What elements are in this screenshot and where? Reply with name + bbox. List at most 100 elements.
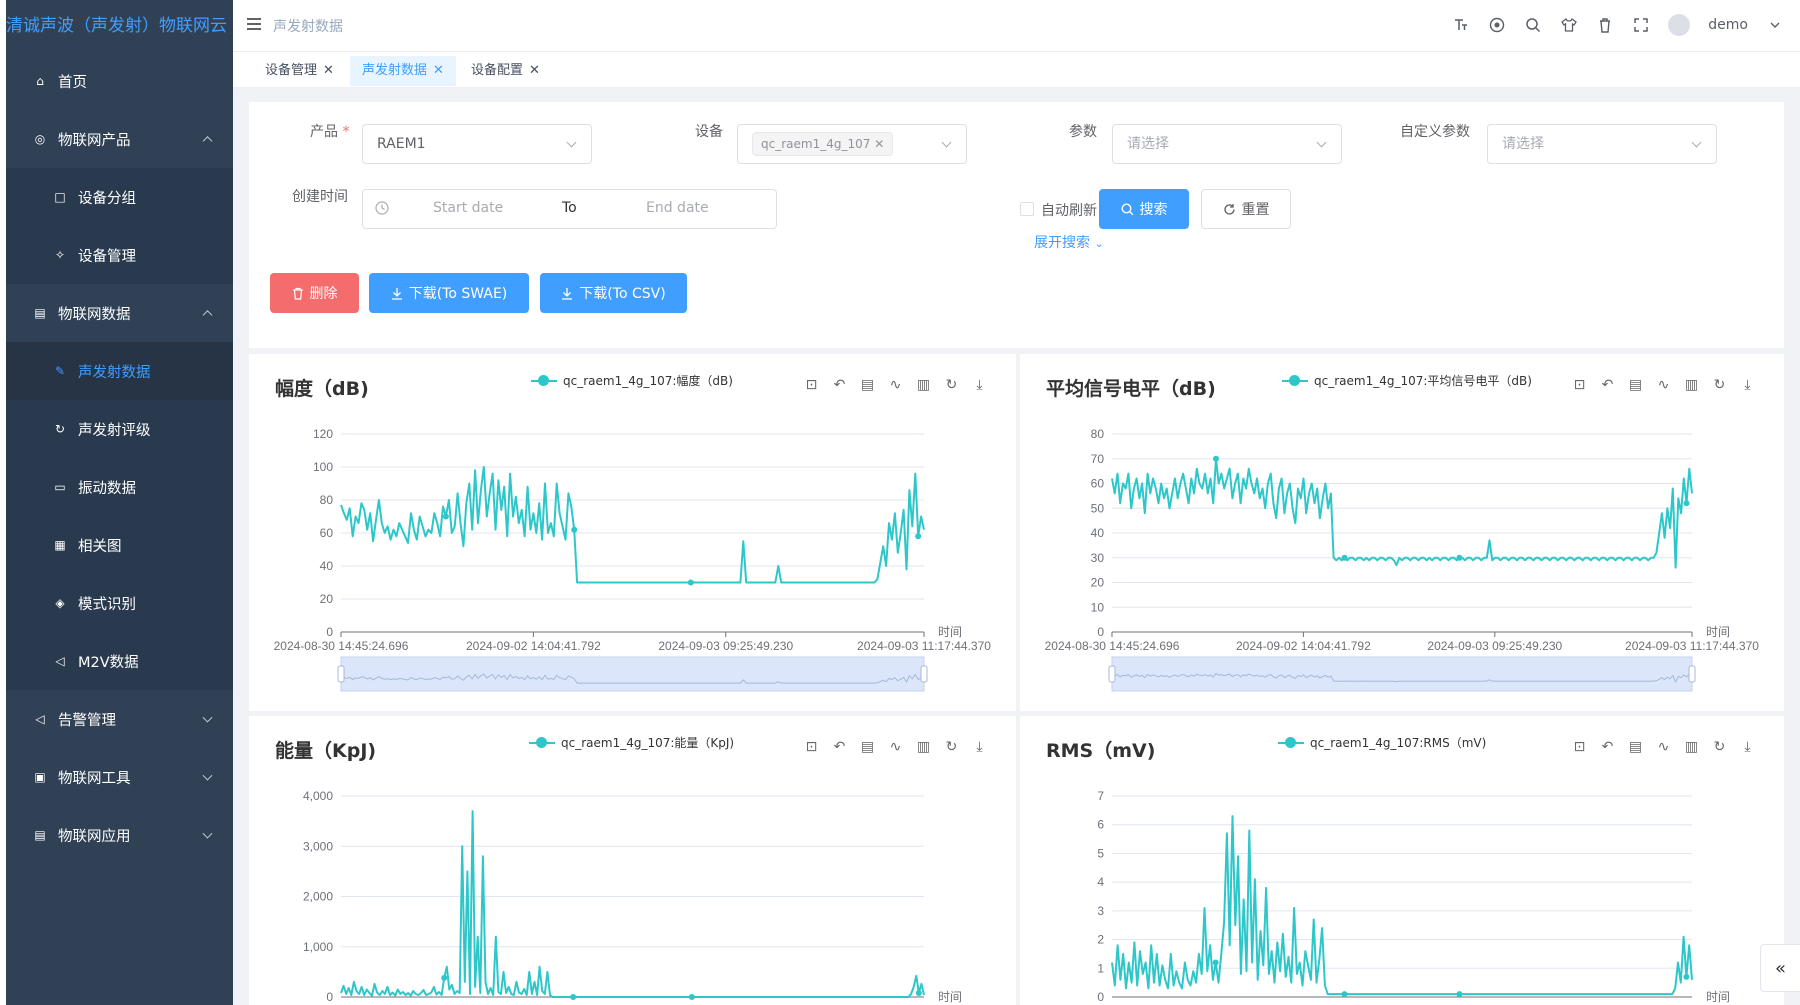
bar-chart-icon[interactable]: ▥ xyxy=(916,376,931,393)
username[interactable]: demo xyxy=(1708,17,1748,33)
line-chart-icon[interactable]: ∿ xyxy=(1657,376,1670,393)
datazoom-handle[interactable] xyxy=(920,665,928,683)
trash-icon xyxy=(292,287,303,300)
tab-device-management[interactable]: 设备管理 ✕ xyxy=(265,63,334,78)
sidebar-item-label: 首页 xyxy=(58,74,87,91)
start-date-input[interactable]: Start date xyxy=(433,200,504,216)
datazoom-slider[interactable] xyxy=(340,656,925,692)
bar-chart-icon[interactable]: ▥ xyxy=(1684,738,1699,755)
header: 声发射数据 demo xyxy=(233,0,1800,52)
sound-icon: ◁ xyxy=(55,654,65,668)
chevron-down-icon[interactable] xyxy=(1766,16,1784,34)
download-swae-button[interactable]: 下载(To SWAE) xyxy=(369,273,529,313)
device-select[interactable]: qc_raem1_4g_107 ✕ xyxy=(737,124,967,164)
sidebar-item-3[interactable]: ✧ 设备管理 xyxy=(6,226,233,284)
zoom-icon[interactable]: ⊡ xyxy=(805,376,818,393)
sidebar-item-1[interactable]: ◎ 物联网产品 xyxy=(6,110,233,168)
bar-chart-icon[interactable]: ▥ xyxy=(916,738,931,755)
sidebar-item-12[interactable]: ▣ 物联网工具 xyxy=(6,748,233,806)
param-select[interactable]: 请选择 xyxy=(1112,124,1342,164)
search-icon[interactable] xyxy=(1524,16,1542,34)
trash-icon[interactable] xyxy=(1596,16,1614,34)
chart-legend[interactable]: qc_raem1_4g_107:能量（KpJ) xyxy=(529,734,734,751)
product-select[interactable]: RAEM1 xyxy=(362,124,592,164)
tab-ae-data[interactable]: 声发射数据 ✕ xyxy=(350,56,456,86)
save-image-icon[interactable]: ⤓ xyxy=(976,738,983,755)
bar-chart-icon[interactable]: ▥ xyxy=(1684,376,1699,393)
sidebar-item-2[interactable]: □ 设备分组 xyxy=(6,168,233,226)
zoom-reset-icon[interactable]: ↶ xyxy=(1601,738,1614,755)
close-icon[interactable]: ✕ xyxy=(529,63,540,78)
y-tick-label: 1 xyxy=(1097,961,1104,975)
zoom-reset-icon[interactable]: ↶ xyxy=(833,376,846,393)
data-view-icon[interactable]: ▤ xyxy=(1628,376,1643,393)
restore-icon[interactable]: ↻ xyxy=(1713,738,1726,755)
chart-legend[interactable]: qc_raem1_4g_107:平均信号电平（dB) xyxy=(1282,372,1532,389)
chart-legend[interactable]: qc_raem1_4g_107:幅度（dB) xyxy=(531,372,733,389)
data-view-icon[interactable]: ▤ xyxy=(860,738,875,755)
sidebar-item-4[interactable]: ▤ 物联网数据 xyxy=(6,284,233,342)
close-icon[interactable]: ✕ xyxy=(874,137,885,151)
datazoom-handle[interactable] xyxy=(1688,665,1696,683)
save-image-icon[interactable]: ⤓ xyxy=(1744,376,1751,393)
chart-card-0: 幅度（dB) qc_raem1_4g_107:幅度（dB) ⊡ ↶ ▤ ∿ ▥ ↻ ⤓ 0 20 40… xyxy=(249,354,1016,711)
custom-param-select[interactable]: 请选择 xyxy=(1487,124,1717,164)
sidebar-item-8[interactable]: ▦ 相关图 xyxy=(6,516,233,574)
github-icon[interactable] xyxy=(1488,16,1506,34)
sidebar-item-7[interactable]: ▭ 振动数据 xyxy=(6,458,233,516)
data-view-icon[interactable]: ▤ xyxy=(860,376,875,393)
y-tick-label: 4 xyxy=(1097,875,1104,889)
sidebar-item-9[interactable]: ◈ 模式识别 xyxy=(6,574,233,632)
expand-search-link[interactable]: 展开搜索 ⌄ xyxy=(1034,235,1104,251)
sidebar-item-10[interactable]: ◁ M2V数据 xyxy=(6,632,233,690)
tab-device-config[interactable]: 设备配置 ✕ xyxy=(471,63,540,78)
search-button[interactable]: 搜索 xyxy=(1099,189,1189,229)
font-size-icon[interactable] xyxy=(1452,16,1470,34)
restore-icon[interactable]: ↻ xyxy=(945,738,958,755)
zoom-icon[interactable]: ⊡ xyxy=(805,738,818,755)
fullscreen-icon[interactable] xyxy=(1632,16,1650,34)
zoom-icon[interactable]: ⊡ xyxy=(1573,376,1586,393)
chevron-up-icon xyxy=(202,310,213,321)
app-icon: ▤ xyxy=(34,828,46,842)
product-label: 产品 * xyxy=(310,124,350,140)
end-date-input[interactable]: End date xyxy=(646,200,709,216)
legend-label: qc_raem1_4g_107:RMS（mV) xyxy=(1310,736,1487,750)
restore-icon[interactable]: ↻ xyxy=(945,376,958,393)
sidebar-item-0[interactable]: ⌂ 首页 xyxy=(6,52,233,110)
sidebar-item-11[interactable]: ◁ 告警管理 xyxy=(6,690,233,748)
line-chart-icon[interactable]: ∿ xyxy=(889,738,902,755)
auto-refresh-checkbox[interactable] xyxy=(1020,202,1034,216)
avatar[interactable] xyxy=(1668,14,1691,36)
delete-button[interactable]: 删除 xyxy=(270,273,359,313)
datazoom-slider[interactable] xyxy=(1111,656,1693,692)
collapse-panel-button[interactable]: « xyxy=(1760,944,1800,992)
zoom-reset-icon[interactable]: ↶ xyxy=(833,738,846,755)
sidebar-item-6[interactable]: ↻ 声发射评级 xyxy=(6,400,233,458)
restore-icon[interactable]: ↻ xyxy=(1713,376,1726,393)
reset-button[interactable]: 重置 xyxy=(1201,189,1291,229)
data-view-icon[interactable]: ▤ xyxy=(1628,738,1643,755)
close-icon[interactable]: ✕ xyxy=(433,63,444,78)
app-logo[interactable]: 清诚声波（声发射）物联网云 xyxy=(6,16,227,36)
zoom-icon[interactable]: ⊡ xyxy=(1573,738,1586,755)
download-csv-button[interactable]: 下载(To CSV) xyxy=(540,273,687,313)
chart-toolbox: ⊡ ↶ ▤ ∿ ▥ ↻ ⤓ xyxy=(803,738,988,755)
datazoom-handle[interactable] xyxy=(1108,665,1116,683)
theme-icon[interactable] xyxy=(1560,16,1578,34)
save-image-icon[interactable]: ⤓ xyxy=(976,376,983,393)
save-image-icon[interactable]: ⤓ xyxy=(1744,738,1751,755)
line-chart-icon[interactable]: ∿ xyxy=(1657,738,1670,755)
legend-label: qc_raem1_4g_107:平均信号电平（dB) xyxy=(1314,374,1532,388)
datazoom-handle[interactable] xyxy=(337,665,345,683)
zoom-reset-icon[interactable]: ↶ xyxy=(1601,376,1614,393)
sidebar-item-13[interactable]: ▤ 物联网应用 xyxy=(6,806,233,864)
data-point xyxy=(441,974,448,981)
chart-legend[interactable]: qc_raem1_4g_107:RMS（mV) xyxy=(1278,734,1486,751)
series-line xyxy=(1111,815,1693,996)
close-icon[interactable]: ✕ xyxy=(323,63,334,78)
date-range-picker[interactable]: Start date To End date xyxy=(362,189,777,229)
hamburger-icon[interactable] xyxy=(247,18,261,30)
line-chart-icon[interactable]: ∿ xyxy=(889,376,902,393)
sidebar-item-5[interactable]: ✎ 声发射数据 xyxy=(6,342,233,400)
